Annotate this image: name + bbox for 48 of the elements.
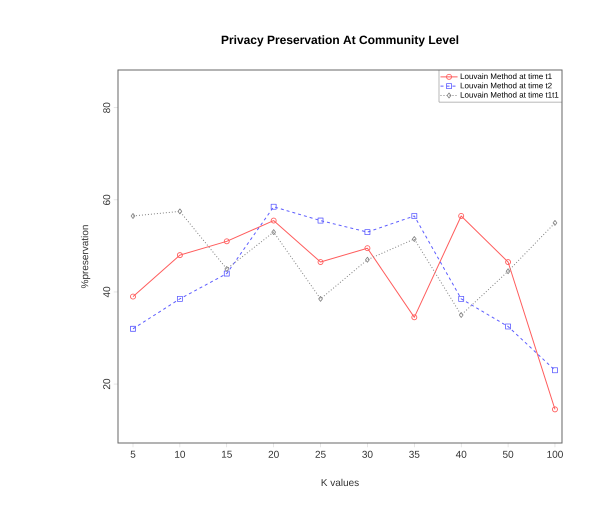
point — [270, 204, 277, 210]
point — [318, 259, 324, 265]
point — [458, 213, 464, 219]
point — [458, 296, 464, 302]
x-tick-label: 15 — [222, 450, 232, 458]
point — [270, 218, 277, 224]
x-tick-label: 20 — [268, 450, 279, 458]
point — [412, 236, 417, 242]
legend-label: Louvain Method at time t1 — [460, 73, 552, 80]
point — [505, 324, 511, 330]
x-tick-label: 35 — [409, 450, 420, 458]
x-tick-label: 100 — [547, 450, 563, 458]
x-tick-label: 30 — [362, 450, 373, 458]
point — [224, 270, 230, 276]
point — [505, 259, 512, 265]
point — [318, 296, 323, 302]
point — [271, 229, 276, 235]
legend-label: Louvain Method at time t1t1 — [460, 92, 558, 98]
point — [411, 213, 418, 219]
y-tick-label: 20 — [103, 378, 110, 390]
point — [318, 218, 324, 224]
point — [176, 252, 183, 258]
point — [364, 229, 370, 235]
y-tick-label: 40 — [103, 286, 110, 298]
point — [411, 314, 418, 320]
chart-title: Privacy Preservation At Community Level — [222, 35, 458, 46]
point — [224, 266, 230, 272]
y-tick-label: 80 — [103, 102, 110, 113]
point — [130, 326, 136, 332]
x-tick-label: 50 — [502, 450, 514, 458]
x-tick-label: 10 — [175, 450, 186, 458]
point — [130, 213, 136, 219]
y-axis-title: %preservation — [80, 225, 90, 288]
point — [176, 296, 183, 302]
point — [458, 312, 464, 318]
point — [365, 256, 370, 263]
x-tick-label: 25 — [315, 450, 326, 458]
x-tick-label: 40 — [456, 450, 466, 458]
point — [552, 220, 558, 226]
point — [364, 245, 370, 252]
point — [224, 238, 230, 244]
point — [552, 367, 558, 374]
x-tick-label: 5 — [130, 450, 136, 458]
x-axis-title: K values — [322, 478, 359, 486]
point — [178, 208, 182, 214]
point — [506, 268, 510, 274]
y-tick-label: 60 — [103, 194, 110, 205]
legend-label: Louvain Method at time t2 — [460, 82, 552, 88]
